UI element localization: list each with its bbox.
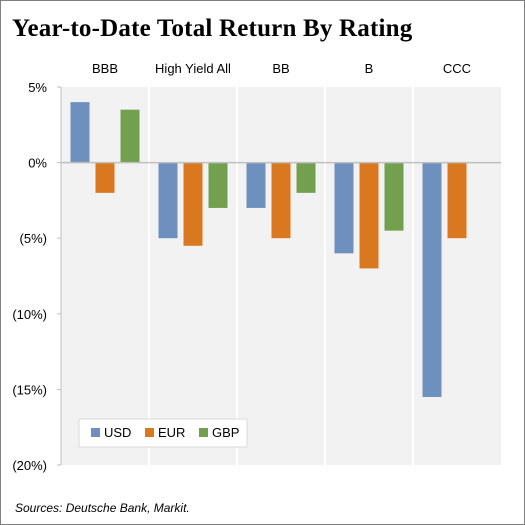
legend-swatch-usd bbox=[91, 428, 100, 437]
bar-eur-high-yield-all bbox=[183, 162, 203, 246]
y-tick-label: (15%) bbox=[12, 382, 47, 397]
chart-title: Year-to-Date Total Return By Rating bbox=[12, 15, 413, 42]
bar-gbp-bb bbox=[296, 162, 316, 193]
bar-eur-ccc bbox=[447, 162, 467, 239]
bar-chart: 5%0%(5%)(10%)(15%)(20%)BBB High Yield All… bbox=[12, 61, 501, 473]
legend-swatch-gbp bbox=[199, 428, 208, 437]
bar-usd-ccc bbox=[422, 162, 442, 397]
category-label: BB bbox=[272, 61, 289, 76]
legend-label-eur: EUR bbox=[158, 425, 185, 440]
bar-eur-bb bbox=[271, 162, 291, 239]
bar-gbp-bbb bbox=[120, 109, 140, 163]
bar-usd-b bbox=[334, 162, 354, 254]
bar-gbp-b bbox=[384, 162, 404, 231]
bar-eur-bbb bbox=[95, 162, 115, 193]
source-note: Sources: Deutsche Bank, Markit. bbox=[15, 501, 190, 515]
y-tick-label: (5%) bbox=[20, 231, 47, 246]
bar-usd-high-yield-all bbox=[158, 162, 178, 239]
bar-usd-bb bbox=[246, 162, 266, 208]
y-tick-label: (20%) bbox=[12, 458, 47, 473]
category-label: CCC bbox=[443, 61, 471, 76]
bar-eur-b bbox=[359, 162, 379, 269]
category-label: B bbox=[365, 61, 374, 76]
y-tick-label: 5% bbox=[28, 80, 47, 95]
legend-label-gbp: GBP bbox=[212, 425, 239, 440]
legend-box bbox=[78, 418, 248, 448]
bar-gbp-high-yield-all bbox=[208, 162, 228, 208]
legend-label-usd: USD bbox=[104, 425, 131, 440]
y-tick-label: 0% bbox=[28, 156, 47, 171]
bar-usd-bbb bbox=[70, 102, 90, 163]
y-tick-label: (10%) bbox=[12, 307, 47, 322]
legend-swatch-eur bbox=[145, 428, 154, 437]
chart-area: 5% 0% (5%) (10%) (15%) (20%) BBB High Yield All… bbox=[1, 51, 525, 481]
category-label: BBB bbox=[92, 61, 118, 76]
category-label: High Yield All bbox=[155, 61, 231, 76]
